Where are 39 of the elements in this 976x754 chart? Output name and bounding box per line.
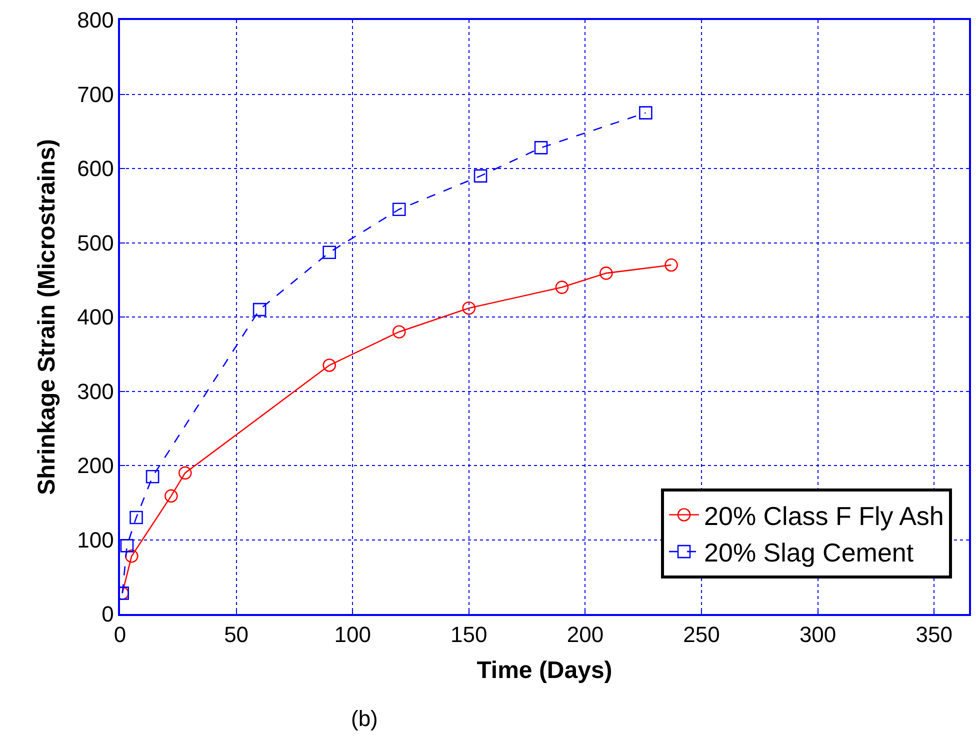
y-tick-label: 100 [77, 527, 114, 552]
y-tick-label: 200 [77, 453, 114, 478]
text: (b) [351, 706, 378, 731]
point [599, 266, 613, 280]
y-tick-label: 700 [77, 82, 114, 107]
point [322, 246, 336, 260]
legend-label: 20% Slag Cement [704, 538, 914, 568]
x-tick-label: 300 [799, 622, 836, 648]
point [178, 466, 192, 480]
x-tick-label: 150 [450, 622, 488, 648]
y-tick-label: 600 [77, 156, 114, 182]
legend-label: 20% Class F Fly Ash [704, 500, 944, 531]
point [392, 202, 406, 216]
point [392, 325, 406, 338]
point [322, 358, 336, 372]
y-axis-title: Shrinkage Strain (Microstrains) [34, 138, 61, 496]
point [555, 280, 569, 294]
point [146, 470, 160, 484]
y-tick-label: 400 [77, 304, 114, 330]
y-tick-label: 800 [77, 8, 114, 33]
y-tick-label: 0 [102, 602, 114, 627]
y-tick-label: 500 [77, 230, 114, 256]
x-axis-title: Time (Days) [476, 656, 612, 684]
x-tick-label: 100 [334, 622, 371, 648]
point [164, 489, 178, 503]
point [120, 539, 134, 552]
point [252, 302, 266, 316]
point [462, 301, 476, 315]
x-tick-label: 350 [916, 622, 952, 648]
y-tick-label: 300 [77, 378, 114, 404]
point [124, 549, 138, 563]
x-tick-label: 250 [683, 622, 720, 648]
x-tick-label: 50 [224, 622, 249, 648]
point [639, 106, 652, 120]
point [534, 141, 548, 154]
point [474, 169, 488, 183]
x-tick-label: 200 [566, 622, 604, 648]
point [664, 258, 678, 272]
point [130, 510, 143, 524]
